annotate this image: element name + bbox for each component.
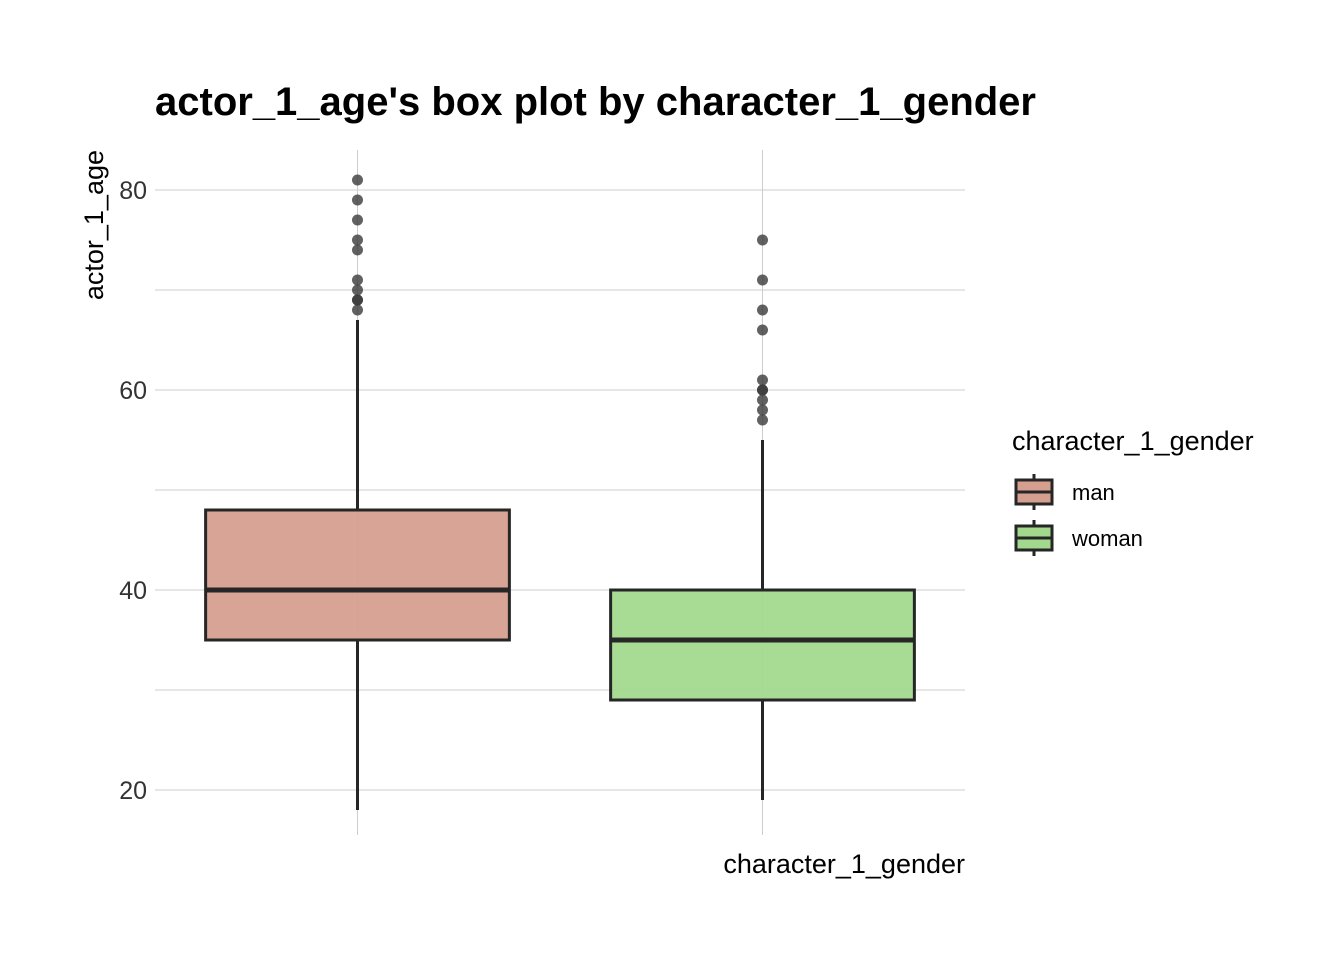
outlier-point [352, 214, 363, 226]
legend-label: man [1072, 480, 1115, 505]
y-axis-title: actor_1_age [79, 150, 109, 300]
box-woman [609, 588, 916, 702]
outlier-point [352, 304, 363, 316]
box-man [204, 508, 511, 642]
grid-layer [155, 150, 965, 835]
box-layer [204, 320, 916, 810]
y-tick-label: 80 [119, 177, 147, 205]
outlier-point [352, 174, 363, 186]
outlier-point [757, 384, 768, 396]
outlier-point [352, 244, 363, 256]
outlier-point [757, 394, 768, 406]
chart-title: actor_1_age's box plot by character_1_ge… [155, 80, 1036, 124]
outlier-layer [352, 174, 768, 426]
outlier-point [352, 284, 363, 296]
axis-layer: actor_1_age's box plot by character_1_ge… [79, 80, 1036, 879]
x-axis-title: character_1_gender [723, 849, 965, 879]
outlier-point [757, 234, 768, 246]
outlier-point [352, 274, 363, 286]
outlier-point [757, 324, 768, 336]
legend: character_1_gender man woman [1012, 426, 1254, 556]
y-tick-label: 60 [119, 377, 147, 405]
outlier-point [757, 374, 768, 386]
y-tick-label: 40 [119, 577, 147, 605]
legend-label: woman [1071, 526, 1143, 551]
outlier-point [757, 404, 768, 416]
outlier-point [757, 274, 768, 286]
outlier-point [757, 304, 768, 316]
legend-title: character_1_gender [1012, 426, 1254, 456]
outlier-point [352, 234, 363, 246]
outlier-point [757, 414, 768, 426]
y-tick-label: 20 [119, 777, 147, 805]
outlier-point [352, 294, 363, 306]
outlier-point [352, 194, 363, 206]
